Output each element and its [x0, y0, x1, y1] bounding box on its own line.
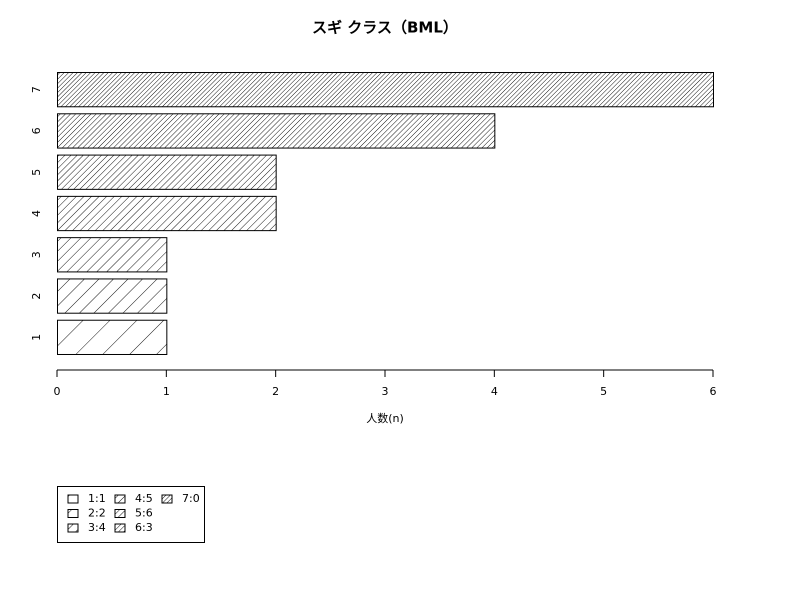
- y-tick-label: 7: [30, 86, 43, 93]
- bar: [57, 319, 168, 355]
- legend-swatch: [161, 494, 173, 504]
- x-tick-label: 3: [382, 385, 389, 398]
- legend-label: 4:5: [135, 492, 153, 505]
- y-tick-label: 2: [30, 293, 43, 300]
- bar: [57, 72, 714, 108]
- chart-title: スギ クラス（BML）: [312, 19, 458, 37]
- x-axis-label: 人数(n): [366, 412, 404, 425]
- y-tick-label: 3: [30, 251, 43, 258]
- legend-label: 1:1: [88, 492, 106, 505]
- y-tick-label: 5: [30, 169, 43, 176]
- bar: [57, 113, 496, 149]
- x-tick-label: 6: [710, 385, 717, 398]
- legend-label: 2:2: [88, 507, 106, 520]
- legend-label: 3:4: [88, 521, 106, 534]
- y-tick-label: 1: [30, 334, 43, 341]
- bar: [57, 237, 168, 273]
- legend-swatch: [114, 494, 126, 504]
- x-tick-label: 5: [600, 385, 607, 398]
- y-tick-label: 4: [30, 210, 43, 217]
- bar: [57, 195, 277, 232]
- legend-label: 6:3: [135, 521, 153, 534]
- legend-box: [57, 486, 205, 543]
- legend-swatch: [67, 523, 79, 533]
- x-tick-label: 0: [54, 385, 61, 398]
- bar: [57, 278, 168, 314]
- legend-label: 7:0: [182, 492, 200, 505]
- legend-swatch: [114, 523, 126, 533]
- y-tick-label: 6: [30, 127, 43, 134]
- legend-swatch: [114, 509, 126, 518]
- x-tick-label: 2: [272, 385, 279, 398]
- legend-label: 5:6: [135, 507, 153, 520]
- x-tick-label: 1: [163, 385, 170, 398]
- legend-swatch: [67, 494, 79, 504]
- bar: [57, 154, 277, 190]
- x-tick-label: 4: [491, 385, 498, 398]
- legend-swatch: [67, 509, 79, 518]
